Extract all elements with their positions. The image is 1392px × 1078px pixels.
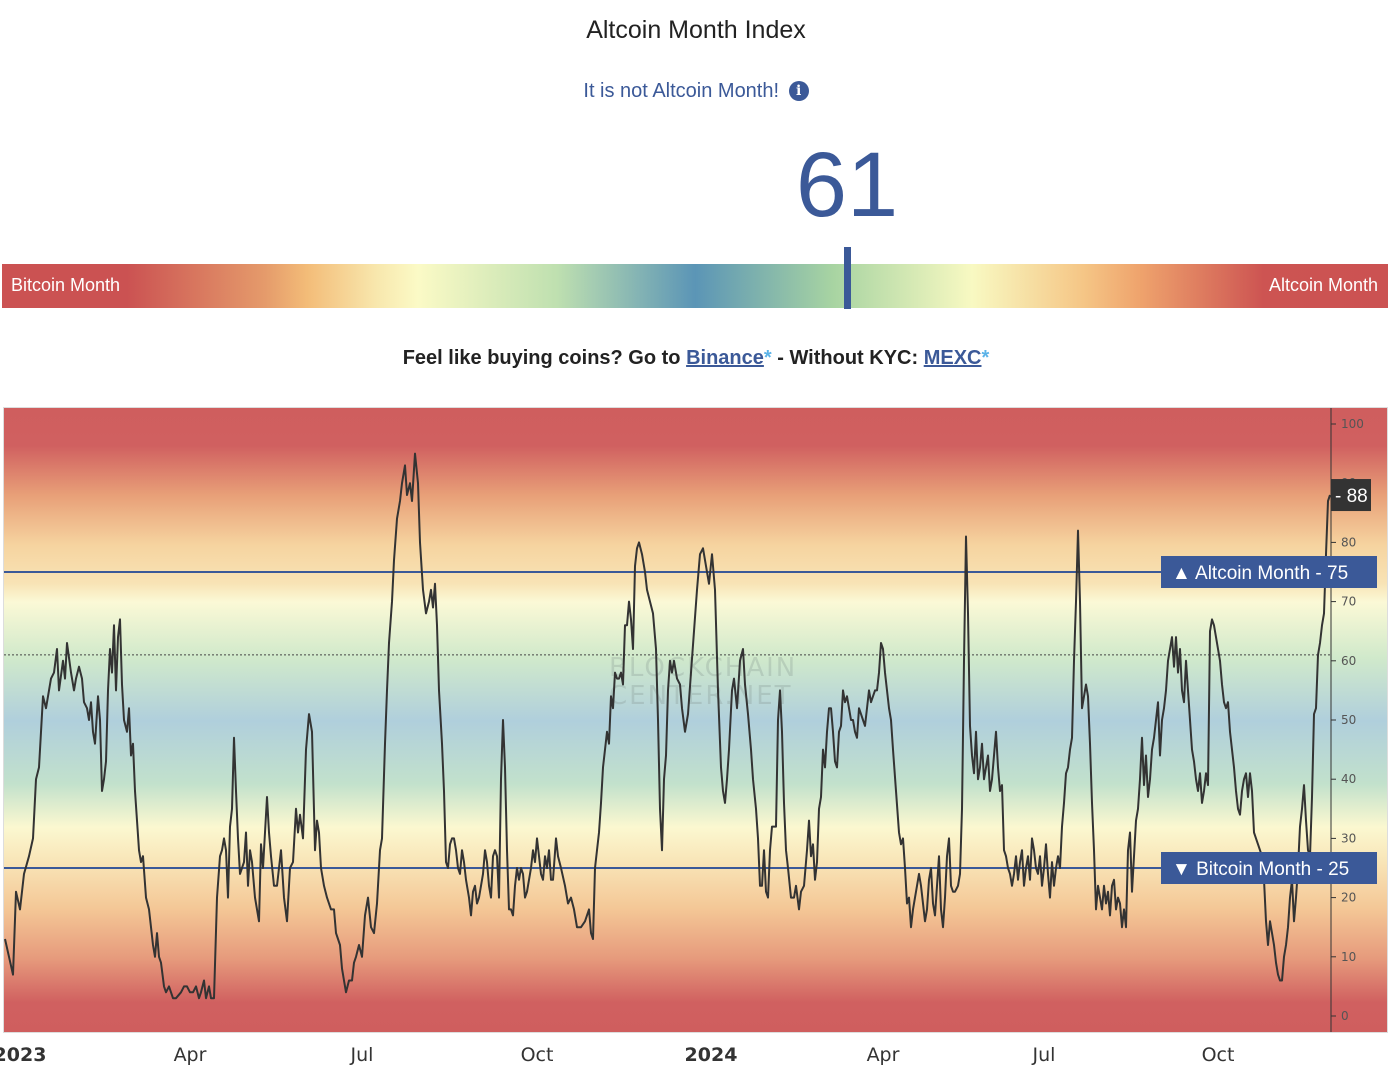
- y-tick-label: 20: [1341, 891, 1356, 905]
- mexc-link[interactable]: MEXC: [923, 347, 982, 369]
- y-tick-label: 40: [1341, 772, 1356, 786]
- x-tick-label: Apr: [866, 1044, 900, 1066]
- x-tick-label: Oct: [520, 1044, 554, 1066]
- binance-link[interactable]: Binance: [686, 347, 764, 369]
- bitcoin-month-badge: ▼ Bitcoin Month - 25: [1161, 852, 1377, 884]
- y-tick-label: 80: [1341, 535, 1356, 549]
- x-tick-label: Jul: [350, 1044, 374, 1066]
- altcoin-month-badge: ▲ Altcoin Month - 75: [1161, 556, 1377, 588]
- y-tick-label: 50: [1341, 713, 1356, 727]
- x-tick-label: Jul: [1032, 1044, 1056, 1066]
- promo-prefix: Feel like buying coins? Go to: [402, 347, 687, 369]
- index-gauge-bar: Bitcoin Month Altcoin Month: [2, 264, 1388, 308]
- y-tick-label: 70: [1341, 595, 1356, 609]
- svg-text:▼ Bitcoin Month - 25: ▼ Bitcoin Month - 25: [1172, 859, 1349, 880]
- watermark-text: BLOCKCHAIN: [609, 653, 797, 683]
- svg-text:▲ Altcoin Month - 75: ▲ Altcoin Month - 75: [1172, 563, 1348, 584]
- x-tick-label: 2023: [0, 1044, 47, 1066]
- y-tick-label: 100: [1341, 417, 1364, 431]
- gauge-label-altcoin-month: Altcoin Month: [1268, 275, 1378, 295]
- current-value-badge: - 88: [1331, 479, 1371, 512]
- y-tick-label: 60: [1341, 654, 1356, 668]
- y-tick-label: 10: [1341, 950, 1356, 964]
- status-text: It is not Altcoin Month!: [583, 80, 780, 102]
- y-tick-label: 0: [1341, 1009, 1349, 1023]
- watermark-text: CENTER.NET: [609, 681, 793, 711]
- gauge-label-bitcoin-month: Bitcoin Month: [11, 275, 121, 295]
- gauge-value-marker: [844, 247, 852, 309]
- y-tick-label: 30: [1341, 831, 1356, 845]
- promo-line: Feel like buying coins? Go to Binance* -…: [0, 347, 1392, 370]
- svg-text:- 88: - 88: [1335, 486, 1368, 507]
- x-tick-label: Apr: [173, 1044, 207, 1066]
- value-badges: ▲ Altcoin Month - 75 ▼ Bitcoin Month - 25…: [1161, 479, 1377, 884]
- page-title: Altcoin Month Index: [586, 16, 806, 44]
- index-value: 61: [795, 134, 899, 236]
- promo-middle: - Without KYC:: [771, 347, 924, 369]
- x-tick-label: 2024: [684, 1044, 738, 1066]
- altcoin-status: It is not Altcoin Month! i: [0, 80, 1392, 103]
- binance-asterisk: *: [763, 347, 772, 369]
- x-tick-label: Oct: [1201, 1044, 1235, 1066]
- mexc-asterisk: *: [981, 347, 990, 369]
- chart-background: [4, 408, 1387, 1032]
- reference-lines: [4, 571, 1331, 869]
- x-axis-labels: 2023 Apr Jul Oct 2024 Apr Jul Oct: [0, 1044, 1392, 1074]
- info-icon[interactable]: i: [788, 81, 809, 101]
- index-series-line: [4, 452, 1331, 1000]
